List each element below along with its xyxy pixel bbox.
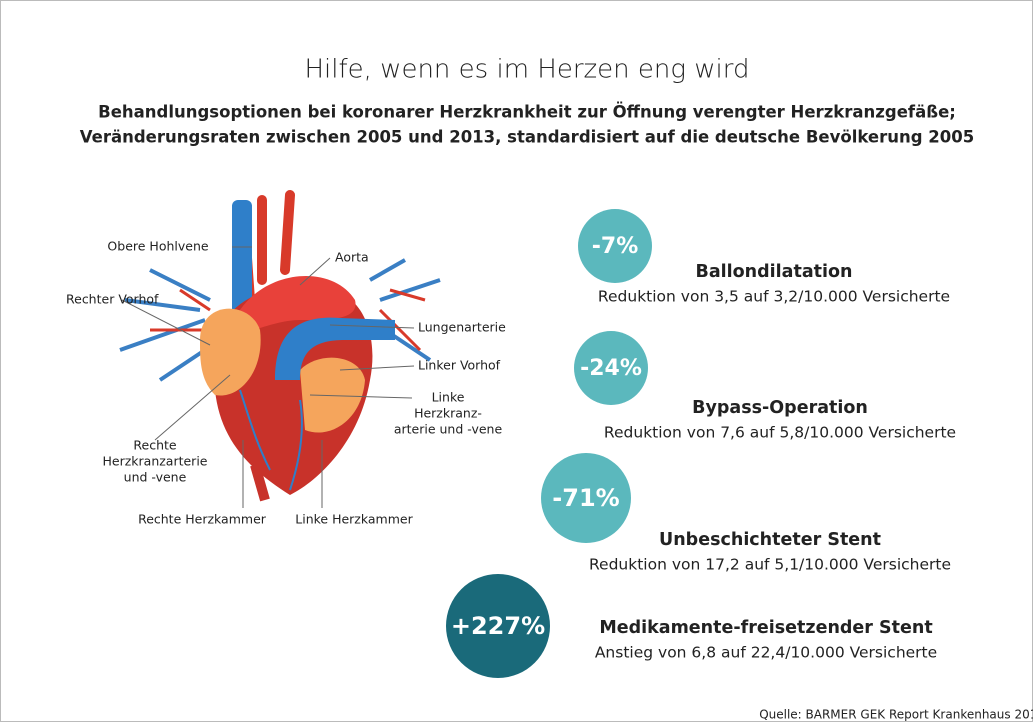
treatment-name: Unbeschichteter Stent <box>659 530 881 550</box>
infographic: Hilfe, wenn es im Herzen eng wird Behand… <box>0 0 1033 722</box>
heart-label: Linke <box>432 390 465 405</box>
change-value: -24% <box>580 356 642 381</box>
heart-label: Rechte <box>133 438 177 453</box>
subtitle: Veränderungsraten zwischen 2005 und 2013… <box>80 128 974 147</box>
heart-label: Aorta <box>335 250 369 265</box>
treatment-description: Reduktion von 3,5 auf 3,2/10.000 Versich… <box>598 288 950 306</box>
change-value: -71% <box>552 484 619 512</box>
heart-label: Herzkranz- <box>414 406 482 421</box>
change-value: -7% <box>592 234 638 259</box>
title: Hilfe, wenn es im Herzen eng wird <box>305 55 750 85</box>
change-value: +227% <box>451 612 545 640</box>
heart-label: Herzkranzarterie <box>102 454 207 469</box>
heart-label: Obere Hohlvene <box>107 239 208 254</box>
heart-label: und -vene <box>124 470 187 485</box>
treatment-description: Anstieg von 6,8 auf 22,4/10.000 Versiche… <box>595 644 937 662</box>
treatment-name: Ballondilatation <box>696 262 853 282</box>
heart-label: arterie und -vene <box>394 422 503 437</box>
treatment-name: Medikamente-freisetzender Stent <box>599 618 932 638</box>
subtitle: Behandlungsoptionen bei koronarer Herzkr… <box>98 103 956 122</box>
source: Quelle: BARMER GEK Report Krankenhaus 20… <box>759 708 1033 722</box>
heart-label: Lungenarterie <box>418 320 506 335</box>
treatment-description: Reduktion von 7,6 auf 5,8/10.000 Versich… <box>604 424 956 442</box>
heart-label: Linker Vorhof <box>418 358 501 373</box>
heart-label: Linke Herzkammer <box>295 512 413 527</box>
treatment-description: Reduktion von 17,2 auf 5,1/10.000 Versic… <box>589 556 951 574</box>
heart-label: Rechter Vorhof <box>66 292 159 307</box>
treatment-name: Bypass-Operation <box>692 398 868 418</box>
heart-label: Rechte Herzkammer <box>138 512 267 527</box>
